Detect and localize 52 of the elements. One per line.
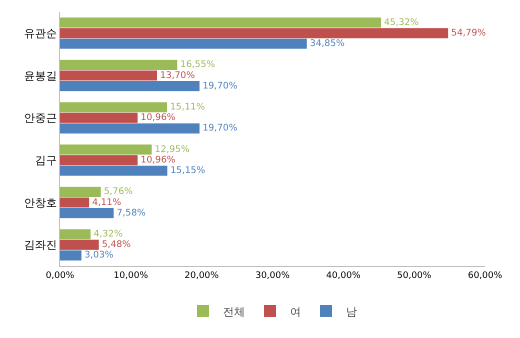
bar: [60, 18, 382, 28]
legend-label: 전체: [223, 305, 245, 318]
data-label: 7,58%: [116, 208, 146, 218]
data-label: 15,15%: [170, 166, 206, 176]
data-label: 19,70%: [202, 81, 238, 92]
y-tick-label: 윤봉길: [24, 69, 57, 82]
x-tick-label: 0,00%: [46, 270, 75, 281]
bar: [60, 240, 99, 250]
bar: [60, 60, 178, 70]
x-tick-label: 50,00%: [397, 270, 432, 281]
data-label: 34,85%: [310, 39, 346, 50]
y-tick-label: 김좌진: [24, 238, 57, 252]
bar: [60, 81, 200, 92]
data-label: 13,70%: [160, 70, 196, 81]
bar: [60, 229, 91, 240]
bar: [60, 208, 114, 218]
data-label: 4,32%: [94, 230, 123, 240]
bar: [60, 144, 152, 155]
data-label: 5,48%: [102, 240, 132, 250]
data-label: 4,11%: [92, 198, 122, 208]
bar: [60, 155, 138, 166]
bar: [60, 112, 138, 123]
data-label: 45,32%: [384, 18, 420, 28]
y-tick-label: 안중근: [24, 112, 57, 125]
data-label: 15,11%: [170, 102, 206, 113]
x-tick-label: 30,00%: [255, 270, 290, 281]
x-tick-label: 60,00%: [468, 270, 503, 281]
bar: [60, 186, 101, 197]
bar: [60, 70, 158, 81]
x-tick-label: 40,00%: [326, 270, 361, 281]
legend-label: 남: [346, 305, 357, 318]
y-tick-label: 유관순: [24, 27, 57, 40]
bar: [60, 123, 200, 134]
bar: [60, 102, 168, 112]
y-tick-label: 안창호: [24, 196, 57, 210]
data-label: 10,96%: [140, 155, 176, 166]
data-label: 3,03%: [84, 250, 114, 261]
bar: [60, 250, 82, 260]
bar: [60, 166, 168, 176]
x-tick-label: 10,00%: [114, 270, 148, 281]
y-tick-label: 김구: [34, 154, 57, 168]
legend-label: 여: [290, 305, 301, 318]
x-tick-label: 20,00%: [184, 270, 220, 281]
bar: [60, 28, 448, 38]
data-label: 19,70%: [202, 124, 238, 134]
data-label: 16,55%: [180, 60, 216, 70]
bar: [60, 38, 307, 49]
data-label: 54,79%: [451, 28, 486, 38]
data-label: 12,95%: [154, 144, 190, 155]
data-label: 10,96%: [140, 113, 176, 124]
data-label: 5,76%: [104, 187, 134, 198]
bar: [60, 197, 90, 208]
